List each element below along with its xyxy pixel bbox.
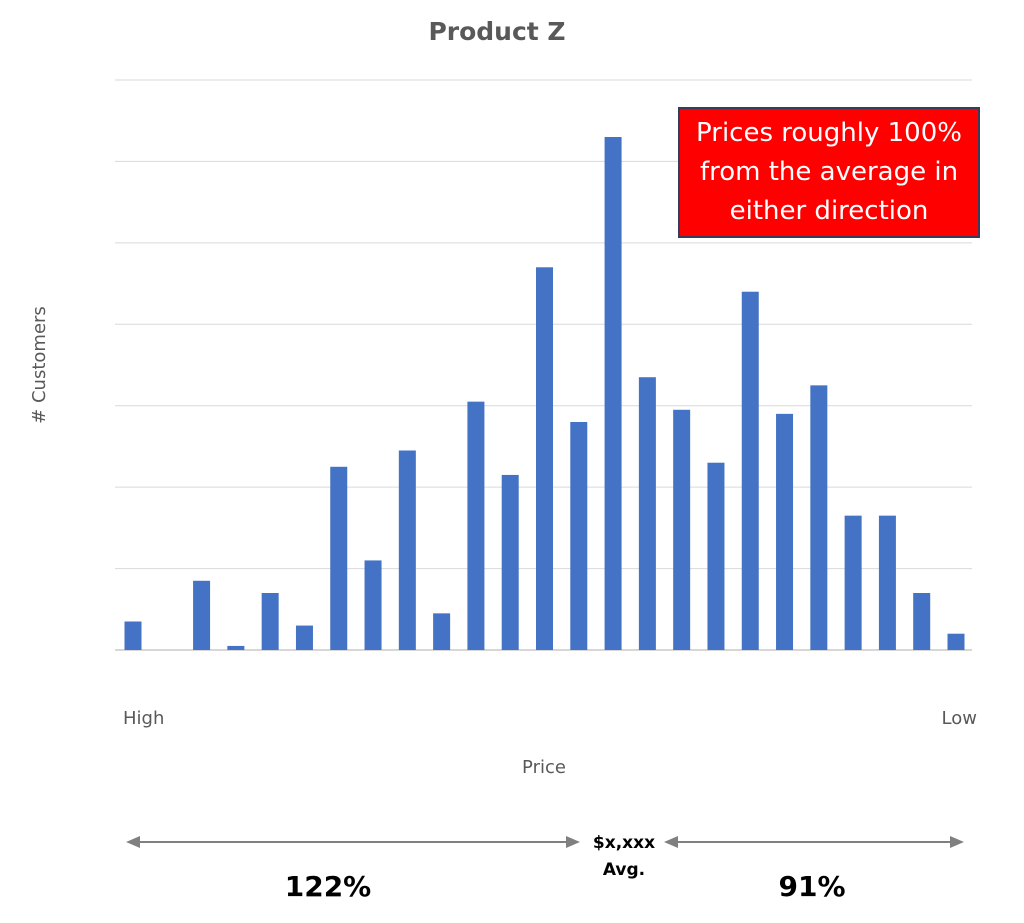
bar <box>638 377 656 650</box>
bar <box>810 385 828 650</box>
bar <box>433 613 451 650</box>
bar <box>501 474 519 650</box>
bar <box>227 645 245 650</box>
annotation-callout: Prices roughly 100% from the average in … <box>678 107 980 238</box>
bar <box>467 401 485 650</box>
y-axis-label: # Customers <box>29 306 50 424</box>
bar <box>261 593 279 650</box>
bar <box>913 593 931 650</box>
bar <box>741 291 759 650</box>
left-arrow-head-left <box>126 836 140 848</box>
left-arrow-head-right <box>566 836 580 848</box>
x-start-label: High <box>123 708 164 729</box>
bar <box>947 633 965 650</box>
bar <box>604 137 622 650</box>
avg-value: $x,xxx <box>593 833 655 853</box>
bar <box>330 466 348 650</box>
bar <box>844 515 862 650</box>
right-arrow-head-left <box>664 836 678 848</box>
bar <box>193 580 211 650</box>
right-arrow-head-right <box>950 836 964 848</box>
left-percent: 122% <box>285 870 372 903</box>
bar <box>673 409 691 650</box>
bar <box>364 560 382 650</box>
chart-title: Product Z <box>428 17 565 46</box>
bar <box>570 422 588 650</box>
bar <box>295 625 313 650</box>
bar <box>536 267 553 650</box>
x-axis-label: Price <box>522 757 566 778</box>
bar <box>776 413 794 650</box>
bar <box>878 515 896 650</box>
bar <box>707 462 725 650</box>
bar <box>124 621 142 650</box>
annotation-text: Prices roughly 100% from the average in … <box>696 118 962 226</box>
x-end-label: Low <box>942 708 977 729</box>
right-percent: 91% <box>778 870 845 903</box>
avg-label: Avg. <box>603 860 645 880</box>
bars <box>124 137 965 650</box>
bar <box>398 450 416 650</box>
